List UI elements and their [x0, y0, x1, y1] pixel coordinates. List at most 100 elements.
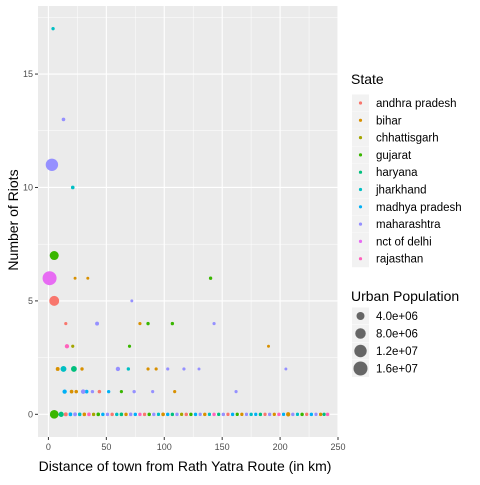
data-point	[166, 367, 170, 371]
legend-label: andhra pradesh	[376, 98, 457, 110]
data-point	[277, 412, 281, 417]
data-point	[63, 412, 68, 417]
data-point	[170, 321, 175, 326]
data-point	[49, 295, 60, 306]
data-point	[286, 412, 291, 417]
data-point	[295, 412, 300, 416]
legend-size-title: Urban Population	[351, 288, 459, 304]
data-point	[115, 366, 121, 372]
data-point	[61, 117, 66, 122]
data-point	[165, 412, 170, 417]
data-point	[80, 367, 84, 371]
data-point	[105, 412, 110, 417]
data-point	[221, 412, 226, 417]
data-point	[161, 412, 165, 417]
legend-key-point	[358, 170, 363, 174]
data-point	[90, 389, 95, 394]
data-point	[138, 412, 142, 417]
legend-label: 4.0e+06	[376, 311, 418, 323]
legend-key-point	[358, 136, 363, 140]
data-point	[86, 276, 90, 280]
data-point	[152, 412, 156, 417]
data-point	[70, 185, 75, 190]
data-point	[64, 344, 70, 349]
data-point	[124, 412, 128, 417]
x-tick-label: 250	[330, 442, 345, 452]
legend-size-point	[355, 328, 366, 339]
y-axis: 0 5 10 15	[23, 69, 38, 419]
legend-label: rajasthan	[376, 254, 423, 266]
data-point	[142, 412, 147, 417]
y-tick-label: 10	[23, 182, 33, 192]
legend-label: bihar	[376, 115, 402, 127]
data-point	[281, 412, 286, 416]
data-point	[58, 411, 64, 417]
x-tick-label: 0	[46, 442, 51, 452]
data-point	[73, 412, 77, 417]
data-point	[217, 412, 221, 416]
data-point	[314, 412, 318, 416]
data-point	[101, 412, 105, 417]
data-point	[263, 412, 267, 416]
data-point	[175, 412, 179, 417]
legend-key-point	[358, 257, 363, 261]
data-point	[49, 409, 59, 419]
data-points	[42, 27, 330, 419]
grid-major	[38, 6, 339, 437]
legend-key-point	[358, 187, 363, 192]
data-point	[69, 389, 74, 394]
data-point	[128, 412, 133, 417]
data-point	[207, 412, 212, 416]
data-point	[267, 344, 270, 348]
data-point	[234, 390, 238, 394]
data-point	[179, 412, 184, 416]
x-tick-label: 200	[273, 442, 288, 452]
data-point	[71, 366, 77, 372]
data-point	[133, 412, 138, 417]
data-point	[68, 412, 73, 417]
legend-size-point	[356, 312, 365, 320]
data-point	[254, 412, 258, 416]
data-point	[138, 321, 142, 326]
x-tick-label: 100	[157, 442, 172, 452]
data-point	[115, 412, 119, 417]
data-point	[156, 412, 161, 416]
y-tick-label: 5	[28, 296, 33, 306]
data-point	[126, 367, 131, 371]
data-point	[82, 412, 87, 417]
legend-label: madhya pradesh	[376, 202, 462, 214]
legend-label: jharkhand	[375, 185, 427, 197]
data-point	[64, 321, 68, 326]
data-point	[173, 390, 177, 394]
legend-label: chhattisgarh	[376, 133, 439, 145]
data-point	[197, 367, 201, 371]
data-point	[42, 271, 57, 286]
x-axis-label: Distance of town from Rath Yatra Route (…	[39, 458, 332, 474]
legend-size-point	[353, 361, 368, 376]
data-point	[91, 412, 96, 417]
legend-label: haryana	[376, 167, 418, 179]
data-point	[325, 412, 330, 417]
data-point	[77, 412, 82, 417]
plot-panel	[38, 6, 338, 437]
data-point	[309, 412, 314, 417]
data-point	[305, 412, 309, 416]
x-tick-label: 50	[101, 442, 111, 452]
y-tick-label: 15	[23, 69, 33, 79]
data-point	[240, 412, 244, 416]
data-point	[249, 412, 253, 417]
data-point	[267, 412, 272, 417]
data-point	[62, 389, 67, 394]
data-point	[230, 412, 235, 417]
legend-key-point	[358, 153, 363, 157]
data-point	[212, 412, 216, 417]
data-point	[182, 367, 186, 371]
data-point	[49, 251, 59, 261]
data-point	[130, 299, 134, 303]
data-point	[87, 412, 91, 417]
y-axis-label: Number of Riots	[5, 169, 21, 270]
data-point	[60, 365, 67, 372]
y-tick-label: 0	[28, 409, 33, 419]
